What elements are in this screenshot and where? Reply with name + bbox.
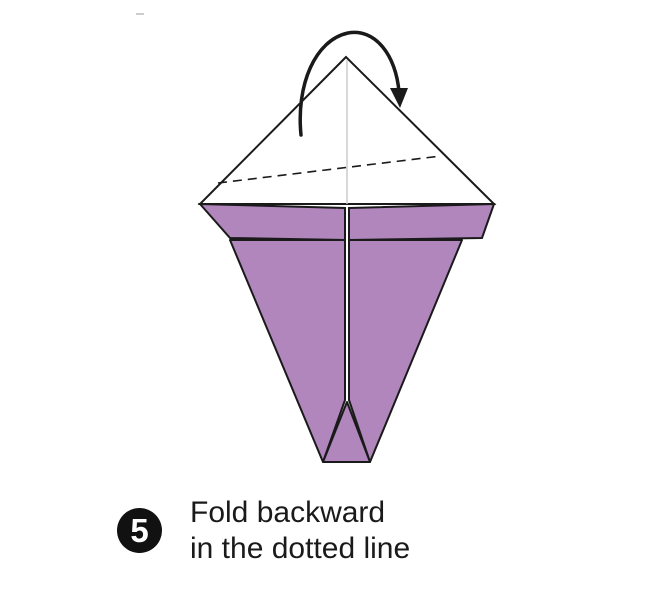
step-number-badge: 5 xyxy=(117,508,162,553)
fold-arrow-icon xyxy=(298,30,401,137)
instruction-line-1: Fold backward xyxy=(190,496,386,529)
purple-band-left xyxy=(197,202,346,242)
purple-band-right xyxy=(348,202,496,242)
bottom-tip xyxy=(322,401,371,463)
fold-arrow-head xyxy=(390,88,408,108)
instruction-text: Fold backward in the dotted line xyxy=(190,495,410,567)
dotted-fold-line xyxy=(217,155,442,184)
instruction-line-2: in the dotted line xyxy=(190,532,411,565)
cone-right-half xyxy=(348,239,463,463)
cone-left-half xyxy=(229,239,346,463)
